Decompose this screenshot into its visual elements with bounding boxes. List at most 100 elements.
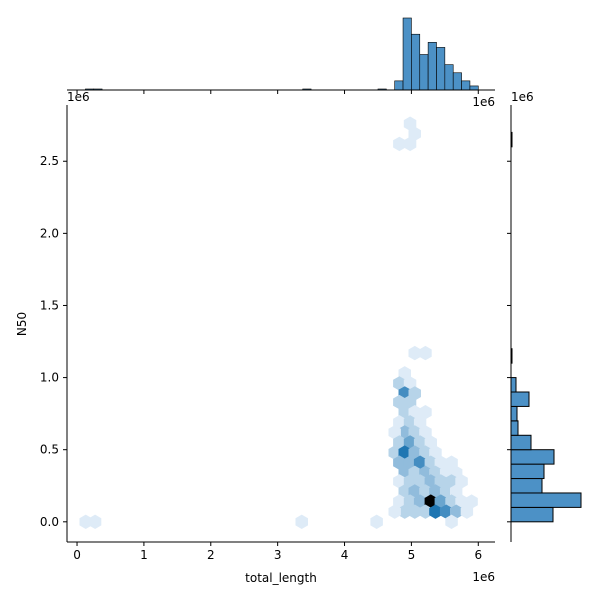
y-tick-label: 1.0 <box>40 371 59 385</box>
hexbin-cell <box>393 474 406 489</box>
hexbin-cell <box>439 504 453 519</box>
hexbin-cell <box>393 435 406 450</box>
joint-axes <box>79 116 478 529</box>
x-axis-ticks: 0 1 2 3 4 5 6 <box>73 90 482 562</box>
hexbin-cell <box>388 445 401 460</box>
hexbin-cell <box>403 394 417 410</box>
hexbin-cell <box>408 345 421 361</box>
hexbin-cell <box>403 136 417 152</box>
hexbin-cell <box>408 445 421 460</box>
y-tick-label: 2.5 <box>40 154 59 168</box>
x-tick-label: 2 <box>207 548 215 562</box>
hexbin-cell <box>408 425 421 440</box>
x-axis-label: total_length <box>245 571 317 585</box>
hexbin-cell <box>455 474 468 489</box>
hexbin-cell <box>393 415 406 430</box>
x-histogram-bar <box>469 85 479 91</box>
y-axis-ticks: 0.0 0.5 1.0 1.5 2.0 2.5 <box>40 154 511 529</box>
hexbin-cell <box>393 394 406 410</box>
hexbin-cell <box>424 494 437 509</box>
hexbin-cell <box>398 445 411 460</box>
hexbin-cell <box>388 504 401 519</box>
x-histogram-bar <box>411 33 421 91</box>
x-offset-label-top: 1e6 <box>472 95 495 109</box>
hexbin-cell <box>413 435 427 450</box>
y-tick-label: 0.5 <box>40 443 59 457</box>
hexbin-cell <box>419 504 432 519</box>
hexbin-cell <box>413 474 427 489</box>
x-histogram-bar <box>452 72 462 91</box>
x-histogram-bar <box>444 64 454 91</box>
hexbin-cell <box>434 494 448 509</box>
x-histogram-bar <box>427 42 437 91</box>
marginal-x-histogram <box>85 17 479 91</box>
hexbin-cell <box>445 455 458 470</box>
x-histogram-bar <box>461 80 471 91</box>
hexbin-cell <box>460 504 474 519</box>
hexbin-cell <box>88 514 102 529</box>
hexbin-cell <box>408 405 421 420</box>
hexbin-cell <box>424 455 437 470</box>
y-tick-label: 0.0 <box>40 515 59 529</box>
hexbin-cell <box>403 474 417 489</box>
hexbin-cell <box>434 474 448 489</box>
hexbin-cell <box>434 455 448 470</box>
x-tick-label: 0 <box>73 548 81 562</box>
y-histogram-bar <box>510 478 543 494</box>
y-axis-label: N50 <box>15 312 29 336</box>
hexbin-cell <box>403 415 417 430</box>
y-histogram-bar <box>510 405 518 422</box>
hexbin-cell <box>429 445 442 460</box>
y-histogram-bar <box>510 449 555 465</box>
y-tick-label: 1.5 <box>40 298 59 312</box>
y-histogram-bar <box>510 434 532 451</box>
y-histogram-bar <box>510 391 530 407</box>
x-histogram-bar <box>402 17 412 91</box>
hexbin-cell <box>450 504 463 519</box>
hexbin-cell <box>295 514 308 529</box>
hexbin-cell <box>79 514 92 529</box>
hexbin-cell <box>424 474 437 489</box>
axes-frame <box>66 89 512 543</box>
hexbin-cell <box>419 425 432 440</box>
hexbin-cell <box>403 435 417 450</box>
hexbin-cell <box>429 484 442 499</box>
hexbin-cell <box>403 455 417 470</box>
hexbin-cell <box>398 484 411 499</box>
y-histogram-bar <box>510 463 545 480</box>
y-histogram-bar <box>510 377 517 393</box>
hexbin-cell <box>408 126 421 141</box>
hexbin-cell <box>439 484 453 499</box>
hexbin-cell <box>413 415 427 430</box>
hexbin-cell <box>419 484 432 499</box>
x-tick-label: 4 <box>341 548 349 562</box>
hexbin-cell <box>445 514 458 529</box>
hexbin-cell <box>398 504 411 519</box>
hexbin-cell <box>419 345 432 361</box>
y-histogram-bar <box>510 506 554 523</box>
hexbin-cell <box>445 474 458 489</box>
x-histogram-bar <box>419 54 429 91</box>
hexbin-cell <box>429 504 442 519</box>
hexbin-cell <box>393 494 406 509</box>
x-tick-label: 5 <box>408 548 416 562</box>
hexbin-cell <box>450 484 463 499</box>
hexbin-cell <box>465 494 478 509</box>
hexbin-cell <box>403 116 417 131</box>
marginal-y-histogram <box>510 131 582 523</box>
hexbin-cell <box>413 494 427 509</box>
hexbin-cell <box>398 366 411 381</box>
y-tick-label: 2.0 <box>40 226 59 240</box>
hexbin-cell <box>413 455 427 470</box>
y-histogram-bar <box>510 420 519 436</box>
hexbin-cell <box>408 504 421 519</box>
x-tick-label: 1 <box>140 548 148 562</box>
hexbin-cell <box>455 494 468 509</box>
hexbin-cell <box>424 435 437 450</box>
x-tick-label: 3 <box>274 548 282 562</box>
hexbin-cell <box>419 405 432 420</box>
hexbin-cell <box>393 136 406 152</box>
y-offset-label-right: 1e6 <box>511 90 534 104</box>
hexbin-cell <box>393 455 406 470</box>
